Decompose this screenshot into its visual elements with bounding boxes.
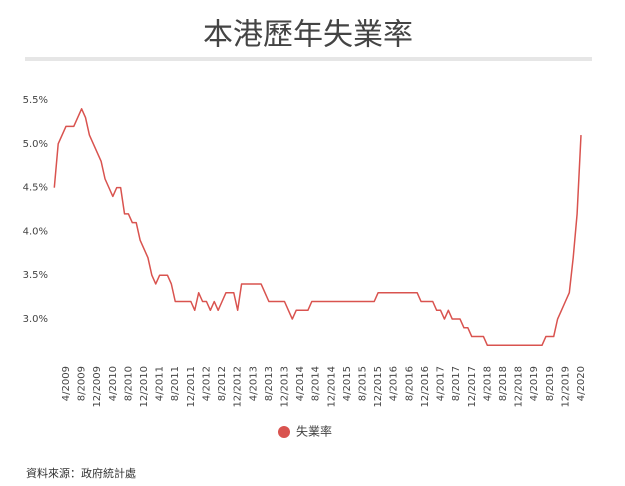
x-tick-label: 4/2020 xyxy=(576,366,587,401)
y-tick-label: 4.0% xyxy=(23,226,48,237)
x-tick-label: 8/2014 xyxy=(311,366,322,401)
legend-swatch xyxy=(278,426,290,438)
x-tick-label: 4/2013 xyxy=(248,366,259,401)
x-tick-label: 12/2015 xyxy=(373,366,384,408)
x-tick-label: 12/2010 xyxy=(139,366,150,408)
y-tick-label: 5.0% xyxy=(23,139,48,150)
y-tick-label: 3.5% xyxy=(23,270,48,281)
x-tick-label: 4/2019 xyxy=(529,366,540,401)
x-tick-label: 8/2011 xyxy=(170,366,181,401)
x-tick-label: 4/2016 xyxy=(389,366,400,401)
x-tick-label: 12/2017 xyxy=(467,366,478,408)
legend-label: 失業率 xyxy=(296,424,332,439)
x-tick-label: 12/2016 xyxy=(420,366,431,408)
x-tick-label: 12/2009 xyxy=(92,366,103,408)
y-tick-label: 3.0% xyxy=(23,314,48,325)
x-tick-label: 12/2012 xyxy=(233,366,244,408)
chart-title: 本港歷年失業率 xyxy=(203,18,413,53)
x-tick-label: 4/2015 xyxy=(342,366,353,401)
x-tick-label: 4/2012 xyxy=(201,366,212,401)
x-tick-label: 4/2009 xyxy=(61,366,72,401)
x-tick-label: 8/2009 xyxy=(77,366,88,401)
x-tick-label: 4/2010 xyxy=(108,366,119,401)
x-tick-label: 12/2014 xyxy=(326,366,337,408)
x-tick-label: 8/2017 xyxy=(451,366,462,401)
title-rule xyxy=(25,57,592,61)
x-tick-label: 8/2012 xyxy=(217,366,228,401)
x-tick-label: 8/2018 xyxy=(498,366,509,401)
x-tick-label: 12/2011 xyxy=(186,366,197,408)
x-tick-label: 4/2018 xyxy=(482,366,493,401)
x-tick-label: 8/2013 xyxy=(264,366,275,401)
x-tick-label: 12/2013 xyxy=(279,366,290,408)
x-tick-label: 8/2015 xyxy=(358,366,369,401)
x-tick-label: 8/2010 xyxy=(123,366,134,401)
x-tick-label: 4/2017 xyxy=(436,366,447,401)
y-tick-label: 4.5% xyxy=(23,183,48,194)
x-tick-label: 4/2011 xyxy=(155,366,166,401)
x-tick-label: 8/2016 xyxy=(404,366,415,401)
x-tick-label: 12/2019 xyxy=(560,366,571,408)
data-line xyxy=(53,108,582,347)
source-note: 資料來源：政府統計處 xyxy=(26,466,136,480)
x-tick-label: 4/2014 xyxy=(295,366,306,401)
x-tick-label: 12/2018 xyxy=(514,366,525,408)
y-tick-label: 5.5% xyxy=(23,95,48,106)
x-tick-label: 8/2019 xyxy=(545,366,556,401)
